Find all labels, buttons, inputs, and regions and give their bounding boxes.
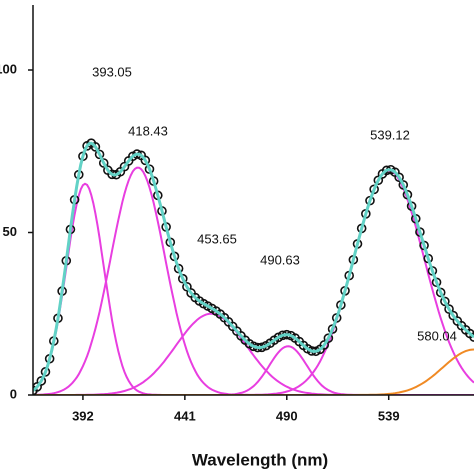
data-point (98, 158, 109, 168)
component-peak (33, 182, 474, 395)
peak-label: 580.04 (417, 328, 457, 343)
component-peak (33, 348, 474, 395)
component-peak (33, 166, 474, 395)
data-point (394, 172, 404, 183)
data-point (140, 155, 151, 166)
data-point (177, 273, 188, 284)
data-point (319, 340, 330, 350)
data-point (440, 296, 450, 307)
component-peak (33, 312, 474, 395)
x-tick-label: 539 (378, 408, 400, 423)
data-point (90, 142, 101, 152)
y-tick-label: 100 (0, 61, 17, 76)
x-tick-label: 490 (276, 408, 298, 423)
fit-curve (33, 141, 474, 392)
peak-label: 539.12 (370, 127, 410, 142)
component-peak (33, 345, 474, 395)
data-point (435, 287, 446, 298)
data-point (373, 175, 384, 186)
data-point (444, 304, 454, 314)
x-tick-label: 392 (72, 408, 94, 423)
data-point (323, 333, 334, 343)
peak-label: 490.63 (260, 252, 300, 267)
x-axis-label: Wavelength (nm) (192, 450, 328, 469)
data-point (36, 376, 47, 386)
peak-label: 418.43 (128, 123, 168, 138)
data-point (94, 149, 105, 160)
plot-area (33, 138, 474, 395)
data-point (398, 180, 409, 190)
peak-label: 453.65 (197, 231, 237, 246)
y-tick-label: 50 (3, 224, 17, 239)
y-tick-label: 0 (10, 386, 17, 401)
peak-label: 393.05 (92, 64, 132, 79)
data-point (469, 332, 474, 342)
x-tick-label: 441 (174, 408, 196, 423)
